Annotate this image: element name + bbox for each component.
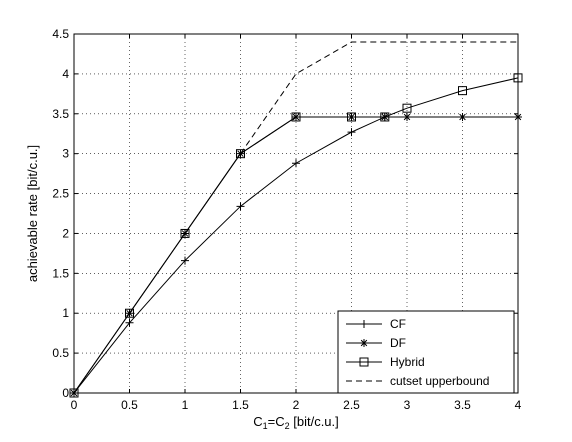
legend-label-df: DF [390,336,406,350]
data-point-hybrid [180,228,190,238]
y-tick-label: 4.5 [52,27,69,41]
x-tick-label: 2.5 [343,398,360,412]
legend-marker-cf [360,320,368,328]
legend: CF DF Hybrid cutset upperbound [337,310,515,394]
y-tick-label: 0 [62,386,69,400]
y-tick-label: 0.5 [52,346,69,360]
x-tick-label: 3.5 [454,398,471,412]
data-point-hybrid [347,112,356,122]
y-axis-label: achievable rate [bit/c.u.] [25,145,40,282]
data-point-hybrid [69,388,79,398]
series-cutset-upperbound [240,41,518,154]
legend-label-cutset-upperbound: cutset upperbound [390,374,489,388]
legend-marker-df [360,339,368,347]
data-point-df [403,112,411,121]
data-point-hybrid [380,112,390,122]
x-tick-label: 3 [404,398,411,412]
series-line-cutset-upperbound [240,41,518,154]
data-point-hybrid [513,73,523,83]
data-point-cf [347,128,356,137]
x-axis-label: C1=C2 [bit/c.u.] [253,414,339,431]
data-point-hybrid [236,149,245,159]
series-layer [69,41,523,398]
y-tick-label: 2 [62,226,69,240]
legend-label-cf: CF [390,317,406,331]
series-line-hybrid [73,77,519,394]
data-point-cf [236,202,245,211]
x-tick-label: 0.5 [121,398,138,412]
x-tick-label: 2 [293,398,300,412]
data-point-hybrid [291,112,301,122]
data-point-df [514,112,522,121]
data-point-cf [181,256,189,265]
legend-box [337,310,515,394]
data-point-hybrid [402,103,412,113]
data-point-hybrid [458,86,467,96]
x-tick-label: 0 [71,398,78,412]
data-point-df [458,112,467,121]
y-tick-label: 1.5 [52,266,69,280]
data-point-hybrid [125,308,134,318]
x-tick-label: 1.5 [232,398,249,412]
y-tick-label: 2.5 [52,187,69,201]
x-tick-label: 4 [515,398,522,412]
legend-label-hybrid: Hybrid [390,355,425,369]
series-hybrid [69,73,523,398]
x-tick-label: 1 [182,398,189,412]
legend-marker-hybrid [359,357,369,367]
y-tick-label: 3.5 [52,107,69,121]
y-tick-label: 4 [62,67,69,81]
y-tick-label: 3 [62,147,69,161]
data-point-cf [125,318,134,327]
data-point-cf [292,159,300,168]
y-tick-label: 1 [62,306,69,320]
